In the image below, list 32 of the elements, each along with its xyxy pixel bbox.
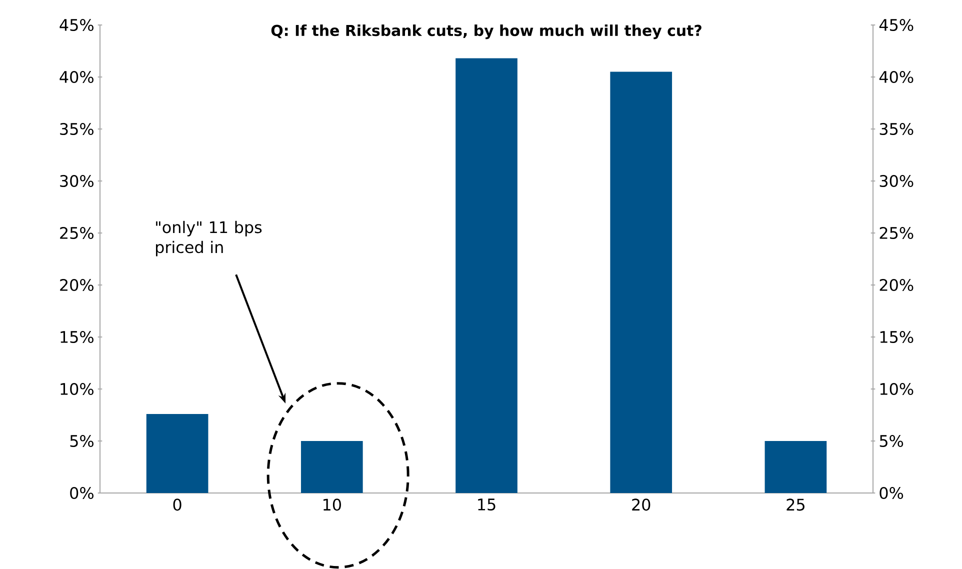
x-tick-label: 25 [786, 498, 804, 511]
bar [764, 441, 827, 493]
y2-tick-label: 15% [60, 330, 94, 344]
y2-tick-label: 5% [70, 434, 94, 448]
y-tick-label: 15% [880, 330, 914, 344]
y-tick-label: 5% [880, 434, 904, 448]
y2-tick-label: 20% [60, 278, 94, 292]
bar [146, 414, 208, 493]
x-tick-label: 0 [173, 498, 182, 511]
bar [456, 58, 518, 493]
y2-tick-label: 10% [60, 382, 94, 396]
y-tick-label: 30% [880, 174, 914, 188]
x-tick-label: 20 [632, 498, 650, 511]
y2-tick-label: 0% [70, 486, 94, 500]
x-tick-label: 15 [478, 498, 496, 510]
bar [610, 72, 672, 493]
y-tick-label: 20% [880, 278, 914, 292]
y2-tick-label: 30% [60, 174, 94, 188]
y-tick-label: 10% [880, 382, 914, 396]
chart-title: Q: If the Riksbank cuts, by how much will they cut? [271, 24, 702, 40]
y2-tick-label: 40% [60, 70, 94, 84]
y-tick-label: 35% [880, 122, 914, 136]
y2-tick-label: 25% [60, 226, 94, 240]
y-tick-label: 45% [879, 18, 914, 32]
y2-tick-label: 45% [60, 18, 94, 32]
bar [300, 441, 363, 493]
y-tick-label: 40% [879, 70, 914, 84]
y-tick-label: 25% [880, 226, 914, 240]
x-tick-label: 10 [324, 498, 341, 511]
y2-tick-label: 35% [60, 122, 94, 136]
annotation: "only" 11 bps priced in [156, 220, 262, 256]
y-tick-label: 0% [880, 486, 904, 500]
